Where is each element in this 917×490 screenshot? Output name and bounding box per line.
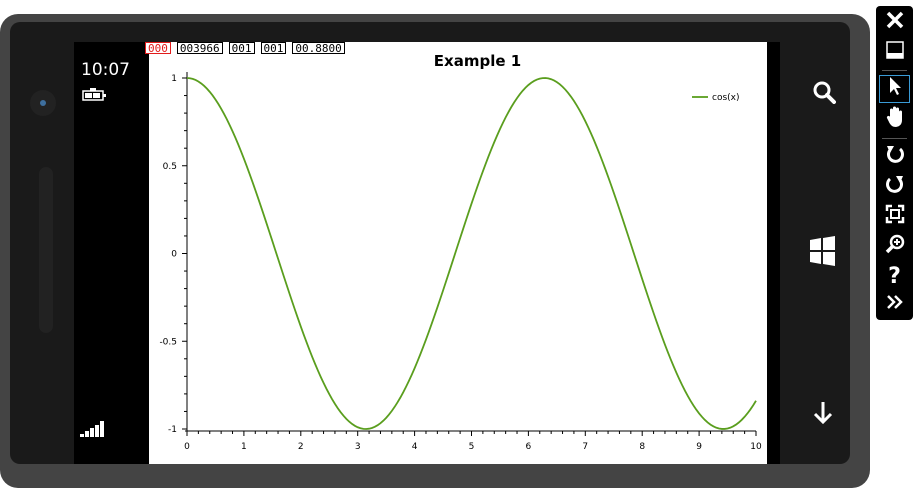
rotate-right-icon[interactable] bbox=[880, 174, 909, 200]
pointer-icon[interactable] bbox=[879, 75, 910, 103]
emulator-toolbar: ? bbox=[876, 6, 913, 320]
y-tick-label: -1 bbox=[168, 425, 177, 435]
x-tick-label: 8 bbox=[639, 442, 645, 452]
x-tick-label: 3 bbox=[355, 442, 361, 452]
hand-icon[interactable] bbox=[880, 106, 909, 132]
windows-start-icon[interactable] bbox=[808, 236, 836, 270]
counter-0: 000 bbox=[145, 42, 171, 55]
x-tick-label: 6 bbox=[526, 442, 532, 452]
search-hardware-icon[interactable] bbox=[812, 80, 836, 111]
frame-counters: 000 003966 001 001 00.8800 bbox=[145, 42, 345, 55]
chart-canvas: Example 1 0 1 2 3 4 5 6 7 8 9 10 -1 -0.5 0 0.5 1 cos(x) bbox=[149, 42, 767, 464]
expand-icon[interactable] bbox=[880, 292, 909, 318]
speaker-grille bbox=[39, 167, 53, 333]
close-icon[interactable] bbox=[880, 10, 909, 36]
y-tick-label: -0.5 bbox=[159, 337, 177, 347]
counter-3: 001 bbox=[260, 42, 287, 55]
back-arrow-icon[interactable] bbox=[812, 400, 834, 431]
counter-2: 001 bbox=[228, 42, 255, 55]
x-tick-label: 9 bbox=[696, 442, 702, 452]
y-tick-label: 1 bbox=[171, 74, 177, 84]
x-tick-label: 10 bbox=[750, 442, 762, 452]
status-time: 10:07 bbox=[81, 60, 130, 80]
signal-strength-icon bbox=[80, 420, 108, 442]
legend-label: cos(x) bbox=[712, 93, 740, 103]
x-tick-label: 5 bbox=[469, 442, 475, 452]
fit-screen-icon[interactable] bbox=[880, 204, 909, 230]
y-tick-label: 0.5 bbox=[163, 162, 177, 172]
cos-chart: Example 1 0 1 2 3 4 5 6 7 8 9 10 -1 -0.5 0 0.5 1 cos(x) bbox=[159, 52, 762, 452]
y-tick-label: 0 bbox=[171, 250, 177, 260]
chart-title: Example 1 bbox=[434, 52, 521, 70]
minimize-icon[interactable] bbox=[880, 40, 909, 66]
series-line-cos bbox=[186, 77, 757, 430]
battery-icon bbox=[82, 88, 108, 106]
counter-4: 00.8800 bbox=[292, 42, 345, 55]
counter-1: 003966 bbox=[176, 42, 223, 55]
rotate-left-icon[interactable] bbox=[880, 144, 909, 170]
x-tick-label: 0 bbox=[184, 442, 190, 452]
x-tick-label: 1 bbox=[241, 442, 247, 452]
help-icon[interactable]: ? bbox=[888, 264, 901, 289]
x-tick-label: 2 bbox=[298, 442, 304, 452]
x-tick-label: 4 bbox=[412, 442, 418, 452]
camera-icon bbox=[30, 90, 56, 116]
zoom-icon[interactable] bbox=[880, 234, 909, 260]
x-tick-label: 7 bbox=[582, 442, 588, 452]
